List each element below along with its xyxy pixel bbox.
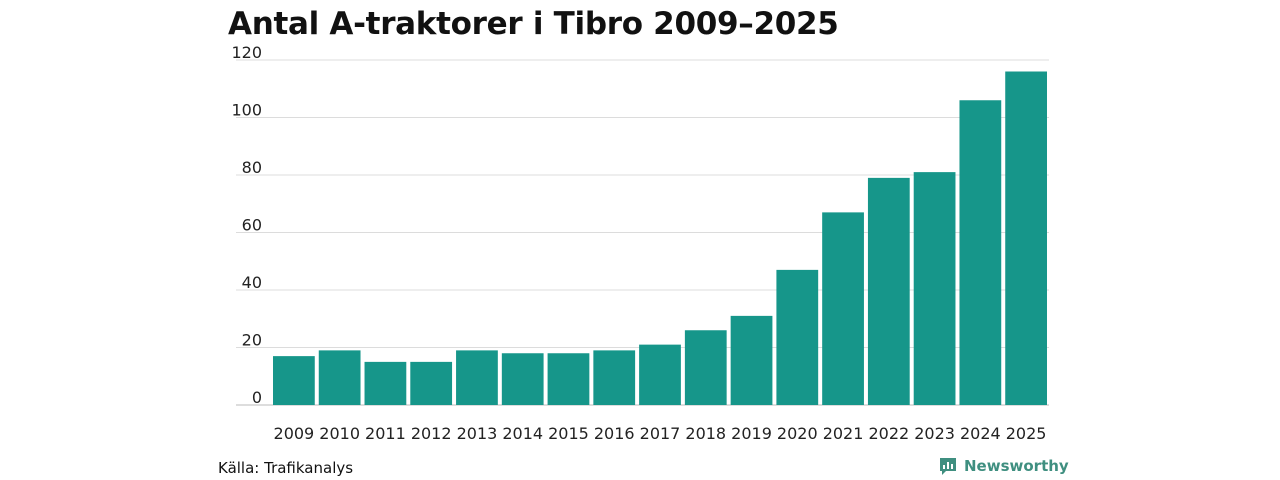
bar-2020 bbox=[776, 269, 819, 405]
x-tick-label: 2025 bbox=[1006, 424, 1047, 443]
y-tick-label: 100 bbox=[231, 101, 262, 120]
y-tick-label: 40 bbox=[242, 273, 262, 292]
x-axis-ticks: 2009 2010 2011 2012 2013 2014 2015 2016 2017 2018… bbox=[274, 424, 1047, 443]
bar-2025 bbox=[1005, 71, 1047, 405]
chart-title: Antal A-traktorer i Tibro 2009–2025 bbox=[228, 6, 839, 42]
x-tick-label: 2022 bbox=[868, 424, 909, 443]
bar-2021 bbox=[822, 212, 864, 405]
bar-2009 bbox=[273, 356, 315, 405]
x-tick-label: 2021 bbox=[823, 424, 864, 443]
bar-2019 bbox=[730, 315, 773, 405]
x-tick-label: 2013 bbox=[457, 424, 498, 443]
newsworthy-logo-icon bbox=[940, 458, 956, 475]
y-tick-label: 60 bbox=[242, 216, 262, 235]
bars bbox=[273, 71, 1047, 405]
x-tick-label: 2023 bbox=[914, 424, 955, 443]
source-note: Källa: Trafikanalys bbox=[218, 459, 354, 477]
bar-2014 bbox=[501, 353, 544, 405]
y-tick-label: 120 bbox=[231, 43, 262, 62]
x-tick-label: 2019 bbox=[731, 424, 772, 443]
x-tick-label: 2012 bbox=[411, 424, 452, 443]
x-tick-label: 2020 bbox=[777, 424, 818, 443]
x-tick-label: 2018 bbox=[685, 424, 726, 443]
x-tick-label: 2014 bbox=[502, 424, 543, 443]
bar-2011 bbox=[364, 361, 407, 405]
x-tick-label: 2016 bbox=[594, 424, 635, 443]
bar-2015 bbox=[547, 353, 590, 405]
y-tick-label: 80 bbox=[242, 158, 262, 177]
x-tick-label: 2017 bbox=[640, 424, 681, 443]
y-tick-label: 20 bbox=[242, 331, 262, 350]
x-tick-label: 2010 bbox=[319, 424, 360, 443]
x-tick-label: 2015 bbox=[548, 424, 589, 443]
brand-logo: Newsworthy bbox=[938, 456, 1069, 476]
x-tick-label: 2009 bbox=[274, 424, 315, 443]
bar-2016 bbox=[593, 350, 636, 405]
bar-2018 bbox=[684, 330, 727, 405]
bar-2023 bbox=[913, 172, 956, 405]
brand-name: Newsworthy bbox=[964, 457, 1069, 475]
bar-2024 bbox=[959, 100, 1002, 405]
bar-2012 bbox=[410, 361, 453, 405]
y-axis-ticks: 0 20 40 60 80 100 120 bbox=[231, 43, 262, 407]
x-tick-label: 2011 bbox=[365, 424, 406, 443]
y-tick-label: 0 bbox=[252, 388, 262, 407]
bar-2010 bbox=[318, 350, 361, 405]
bar-2017 bbox=[639, 344, 681, 405]
bar-2013 bbox=[456, 350, 498, 405]
bar-2022 bbox=[867, 177, 910, 405]
x-tick-label: 2024 bbox=[960, 424, 1001, 443]
